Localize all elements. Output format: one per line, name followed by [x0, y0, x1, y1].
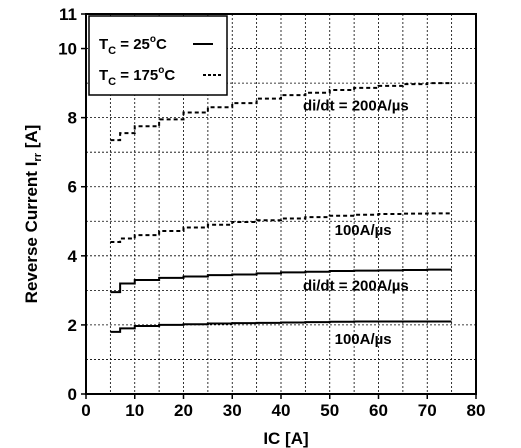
series-line-1 [110, 82, 452, 142]
grid [86, 14, 476, 394]
y-tick-label: 0 [68, 385, 77, 404]
x-tick-label: 40 [272, 401, 291, 420]
x-tick-label: 80 [467, 401, 486, 420]
legend: TC = 25oC TC = 175oC [88, 15, 228, 96]
legend-box [88, 15, 228, 96]
legend-item-1-label: TC = 25oC [99, 34, 167, 57]
x-tick-label: 60 [369, 401, 388, 420]
x-tick-label: 20 [174, 401, 193, 420]
y-tick-label: 10 [58, 40, 77, 59]
y-tick-label: 2 [68, 316, 77, 335]
annotation-4: 100A/µs [335, 331, 392, 348]
y-tick-label: 4 [68, 247, 78, 266]
x-tick-label: 10 [125, 401, 144, 420]
tick-labels: 0 10 20 30 40 50 60 70 80 0 2 4 6 8 10 11 [58, 5, 485, 420]
x-tick-label: 50 [320, 401, 339, 420]
x-tick-label: 0 [81, 401, 90, 420]
x-tick-label: 30 [223, 401, 242, 420]
series-line-2 [110, 212, 452, 243]
annotation-1: di/dt = 200A/µs [303, 98, 409, 115]
legend-item-2-label: TC = 175oC [99, 65, 175, 88]
y-tick-label: 8 [68, 109, 77, 128]
x-axis-title: IC [A] [263, 429, 308, 448]
series-lines [110, 82, 452, 333]
y-axis-title: Reverse Current Irr [A] [22, 125, 44, 304]
annotation-3: di/dt = 200A/µs [303, 277, 409, 294]
y-tick-label: 6 [68, 178, 77, 197]
y-tick-label: 11 [59, 5, 77, 24]
annotation-2: 100A/µs [335, 222, 392, 239]
series-line-4 [110, 320, 452, 333]
annotations: di/dt = 200A/µs 100A/µs di/dt = 200A/µs 100… [303, 98, 409, 348]
x-tick-label: 70 [418, 401, 437, 420]
series-line-3 [110, 268, 452, 294]
